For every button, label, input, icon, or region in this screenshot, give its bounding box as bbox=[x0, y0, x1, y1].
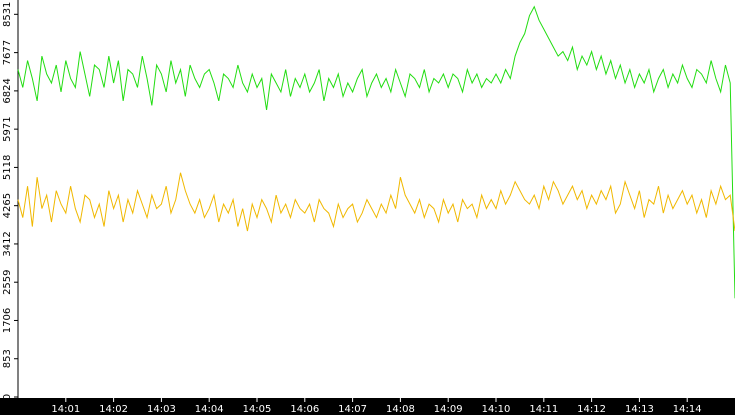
x-tick-label: 14:14 bbox=[673, 404, 702, 415]
x-tick-label: 14:05 bbox=[243, 404, 272, 415]
y-tick-label: 1706 bbox=[2, 308, 13, 333]
y-tick-label: 5971 bbox=[2, 116, 13, 141]
x-tick-label: 14:13 bbox=[625, 404, 654, 415]
y-tick-label: 5118 bbox=[2, 155, 13, 180]
y-tick-label: 0 bbox=[2, 394, 13, 400]
x-tick-label: 14:04 bbox=[195, 404, 224, 415]
x-tick-label: 14:01 bbox=[51, 404, 80, 415]
x-tick-label: 14:09 bbox=[434, 404, 463, 415]
x-tick-label: 14:12 bbox=[577, 404, 606, 415]
series-line bbox=[17, 5, 735, 299]
x-tick-label: 14:06 bbox=[290, 404, 319, 415]
x-tick-label: 14:02 bbox=[99, 404, 128, 415]
x-tick-label: 14:03 bbox=[147, 404, 176, 415]
x-tick-label: 14:10 bbox=[482, 404, 511, 415]
y-tick-label: 2559 bbox=[2, 269, 13, 294]
y-tick-label: 8531 bbox=[2, 2, 13, 27]
x-axis-band bbox=[0, 398, 735, 415]
y-tick-label: 3412 bbox=[2, 231, 13, 256]
x-tick-label: 14:07 bbox=[338, 404, 367, 415]
series-line bbox=[17, 172, 735, 232]
y-tick-label: 853 bbox=[2, 349, 13, 368]
y-tick-label: 6824 bbox=[2, 78, 13, 103]
x-tick-label: 14:08 bbox=[386, 404, 415, 415]
y-tick-label: 4265 bbox=[2, 193, 13, 218]
x-tick-label: 14:11 bbox=[529, 404, 558, 415]
y-tick-label: 7677 bbox=[2, 40, 13, 65]
